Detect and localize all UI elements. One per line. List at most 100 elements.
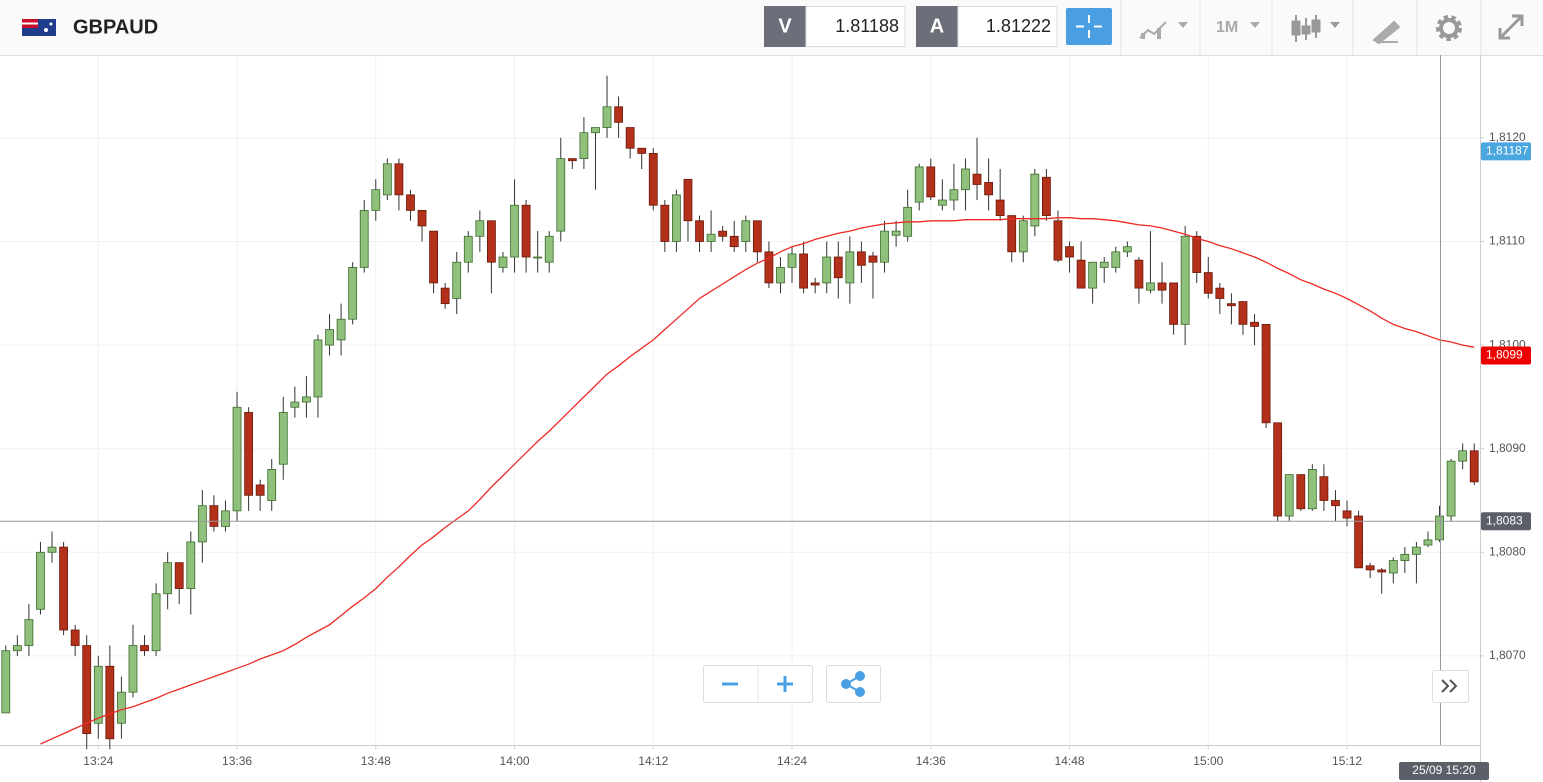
timeframe[interactable]: 1M xyxy=(1216,19,1238,36)
bid-label: V xyxy=(778,15,792,37)
draw-button[interactable] xyxy=(1372,20,1401,45)
candle-body xyxy=(880,230,889,263)
candle-body xyxy=(197,505,207,543)
candle-body xyxy=(244,412,253,496)
candle-body xyxy=(695,220,704,242)
candle-body xyxy=(614,106,623,123)
candle-body xyxy=(36,551,45,610)
candle-body xyxy=(93,665,103,724)
y-tick-label: 1,8080 xyxy=(1489,544,1526,558)
candle-body xyxy=(799,253,808,289)
candle-body xyxy=(140,645,149,652)
candle-body xyxy=(302,396,311,403)
candle-body xyxy=(24,619,34,646)
candle-body xyxy=(475,220,485,237)
candle-body xyxy=(729,235,739,248)
time-tag xyxy=(1399,762,1489,780)
candle-body xyxy=(1088,261,1098,289)
x-tick-label: 13:48 xyxy=(361,754,391,768)
candle-body xyxy=(602,106,612,128)
zoom-in[interactable] xyxy=(777,676,793,692)
candle-body xyxy=(741,220,751,242)
candle-body xyxy=(394,163,404,196)
settings-button[interactable] xyxy=(1436,15,1462,41)
candle-body xyxy=(914,166,924,203)
candle-body xyxy=(371,189,381,211)
candle-body xyxy=(764,251,774,284)
candle-body xyxy=(232,406,242,512)
candle-body xyxy=(984,182,993,196)
x-tick-label: 15:00 xyxy=(1193,754,1223,768)
x-tick-label: 15:12 xyxy=(1332,754,1362,768)
candle-body xyxy=(544,235,554,263)
candle-body xyxy=(1296,474,1306,510)
share-box[interactable] xyxy=(826,665,881,703)
x-tick-label: 14:36 xyxy=(916,754,946,768)
candle-body xyxy=(1227,303,1236,307)
candle-body xyxy=(787,253,797,268)
candle-body xyxy=(718,230,728,237)
candle-body xyxy=(406,194,415,211)
x-tick-label: 13:36 xyxy=(222,754,252,768)
candle-body xyxy=(1099,261,1109,268)
candle-body xyxy=(1134,259,1144,289)
x-tick-label: 14:48 xyxy=(1055,754,1085,768)
fullscreen-button[interactable] xyxy=(1498,14,1524,40)
candle-body xyxy=(1250,321,1259,327)
candle-body xyxy=(1377,569,1387,573)
y-tick-label: 1,8110 xyxy=(1489,234,1525,248)
bid-box[interactable] xyxy=(805,6,906,47)
x-tick-label: 13:24 xyxy=(83,754,113,768)
candle-body xyxy=(637,147,647,154)
candle-body xyxy=(1435,515,1444,541)
candle-body xyxy=(151,593,161,652)
symbol: GBPAUD xyxy=(73,16,158,38)
candle-body xyxy=(810,282,820,286)
y-tick-label: 1,8120 xyxy=(1489,130,1526,144)
price-tag xyxy=(1481,512,1531,531)
x-tick-label: 14:00 xyxy=(500,754,530,768)
candle-body xyxy=(440,287,450,305)
x-tick-label: 14:24 xyxy=(777,754,807,768)
candle-body xyxy=(556,158,566,232)
candle-body xyxy=(752,220,762,253)
zoom-controls xyxy=(703,665,1469,703)
candle-body xyxy=(325,329,334,346)
candle-body xyxy=(70,629,80,646)
ask-box[interactable] xyxy=(957,6,1058,47)
candle-body xyxy=(1030,173,1040,227)
candle-type-button[interactable] xyxy=(1291,15,1340,42)
scroll-end-box[interactable] xyxy=(1432,670,1469,703)
candle-body xyxy=(1146,282,1155,291)
price-tag xyxy=(1481,346,1531,365)
bid-label-box[interactable] xyxy=(764,6,806,47)
candle-body xyxy=(1122,246,1132,253)
candle-body xyxy=(336,318,346,341)
candle-body xyxy=(683,178,693,222)
candle-body xyxy=(961,168,970,191)
candle-body xyxy=(1354,515,1363,569)
scroll-end-icon xyxy=(1441,679,1458,693)
candle-body xyxy=(417,210,427,227)
candle-body xyxy=(833,256,843,279)
candle-body xyxy=(498,256,508,268)
ask-label-box[interactable] xyxy=(916,6,958,47)
candle-body xyxy=(1042,176,1051,216)
candle-body xyxy=(510,204,519,258)
candle-body xyxy=(12,645,22,652)
candle-body xyxy=(521,204,531,258)
candle-body xyxy=(1423,539,1433,546)
candle-body xyxy=(348,266,358,320)
candle-body xyxy=(1284,474,1294,517)
candle-body xyxy=(1261,323,1271,424)
candle-body xyxy=(1342,510,1352,519)
candle-body xyxy=(1180,235,1190,325)
candle-body xyxy=(255,484,265,496)
crosshair-button[interactable] xyxy=(1066,8,1112,45)
ask-label: A xyxy=(930,15,944,37)
chart-type-button[interactable] xyxy=(1139,21,1188,39)
candle-body xyxy=(1007,215,1017,253)
candle-body xyxy=(1203,272,1213,294)
price-tag-label: 1,8083 xyxy=(1486,513,1523,527)
candle-body xyxy=(822,256,832,284)
